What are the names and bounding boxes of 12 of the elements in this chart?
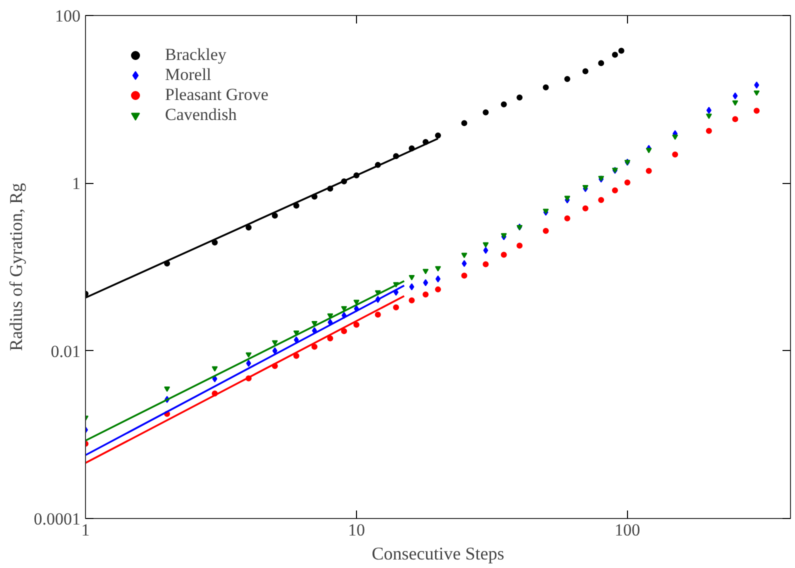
legend-label: Cavendish bbox=[165, 105, 237, 125]
y-tick-label: 0.0001 bbox=[34, 510, 80, 528]
x-axis-title: Consecutive Steps bbox=[372, 544, 504, 564]
x-tick-label: 100 bbox=[614, 520, 640, 540]
legend-label: Pleasant Grove bbox=[165, 85, 268, 105]
legend-label: Morell bbox=[165, 65, 212, 85]
y-tick-label: 1 bbox=[72, 174, 80, 194]
legend-label: Brackley bbox=[165, 45, 226, 65]
x-tick-label: 10 bbox=[348, 520, 365, 540]
y-tick-label: 0.01 bbox=[50, 342, 80, 361]
y-tick-label: 100 bbox=[55, 6, 80, 26]
y-axis-title: Radius of Gyration, Rg bbox=[6, 182, 26, 351]
